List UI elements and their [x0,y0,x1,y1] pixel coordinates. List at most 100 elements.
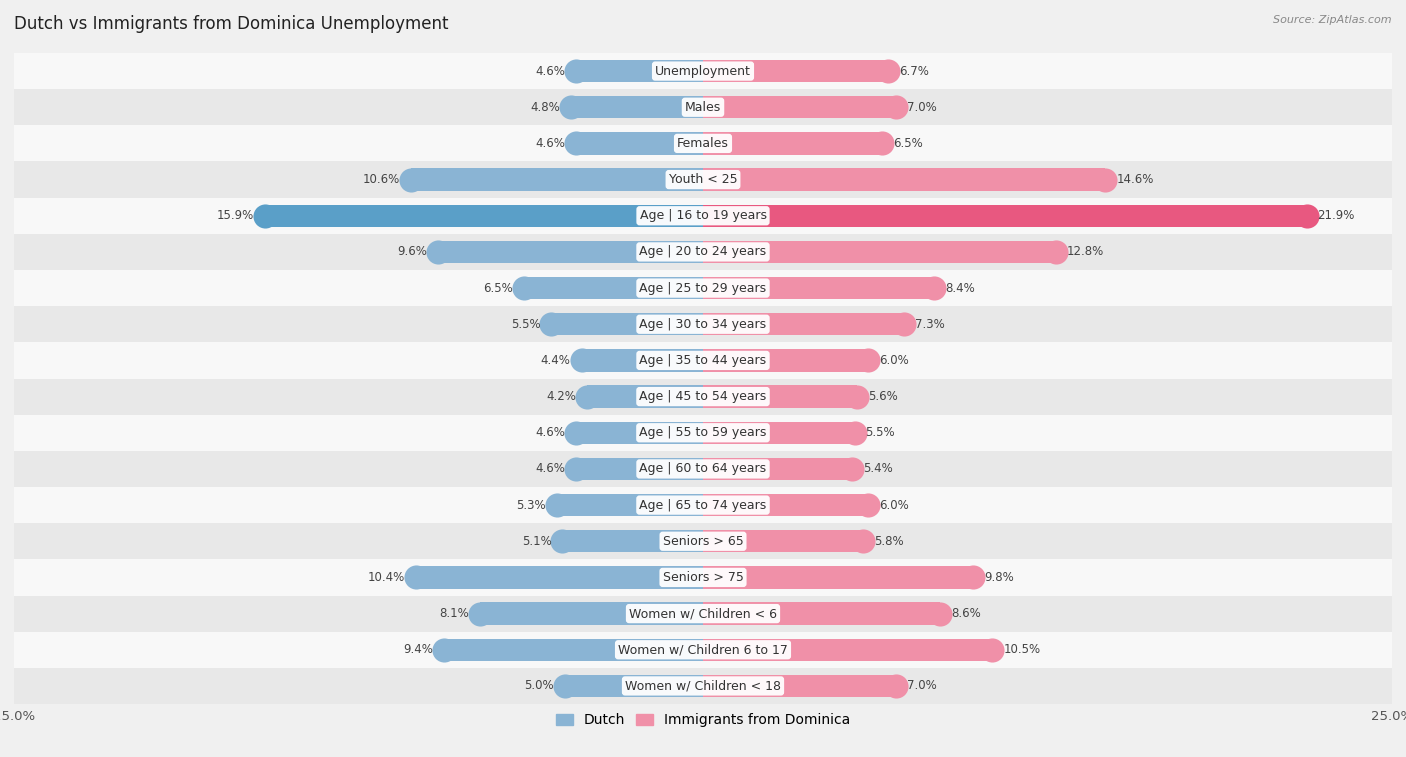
Text: 6.5%: 6.5% [484,282,513,294]
Text: Age | 35 to 44 years: Age | 35 to 44 years [640,354,766,367]
Bar [444,639,703,661]
Bar [703,566,973,589]
Bar [576,132,703,154]
Bar [14,596,1392,631]
Text: Women w/ Children 6 to 17: Women w/ Children 6 to 17 [619,643,787,656]
Text: Age | 30 to 34 years: Age | 30 to 34 years [640,318,766,331]
Bar [703,458,852,480]
Bar [416,566,703,589]
Text: Age | 16 to 19 years: Age | 16 to 19 years [640,209,766,223]
Text: 5.3%: 5.3% [516,499,546,512]
Text: 5.6%: 5.6% [869,390,898,403]
Bar [703,639,993,661]
Text: 6.5%: 6.5% [893,137,922,150]
Bar [14,451,1392,487]
Bar [264,204,703,227]
Text: 21.9%: 21.9% [1317,209,1355,223]
Text: Seniors > 75: Seniors > 75 [662,571,744,584]
Text: 9.8%: 9.8% [984,571,1014,584]
Text: Females: Females [678,137,728,150]
Text: 10.4%: 10.4% [368,571,405,584]
Bar [576,60,703,83]
Bar [703,96,896,118]
Text: 5.5%: 5.5% [866,426,896,439]
Bar [14,631,1392,668]
Text: 4.8%: 4.8% [530,101,560,114]
Text: 10.6%: 10.6% [363,173,399,186]
Text: Source: ZipAtlas.com: Source: ZipAtlas.com [1274,15,1392,25]
Text: Women w/ Children < 18: Women w/ Children < 18 [626,680,780,693]
Bar [14,378,1392,415]
Text: Dutch vs Immigrants from Dominica Unemployment: Dutch vs Immigrants from Dominica Unempl… [14,15,449,33]
Text: 5.4%: 5.4% [863,463,893,475]
Bar [576,458,703,480]
Bar [14,89,1392,126]
Bar [703,422,855,444]
Bar [703,60,887,83]
Text: 4.6%: 4.6% [536,426,565,439]
Bar [14,415,1392,451]
Bar [588,385,703,408]
Text: 7.3%: 7.3% [915,318,945,331]
Legend: Dutch, Immigrants from Dominica: Dutch, Immigrants from Dominica [550,708,856,733]
Bar [703,349,869,372]
Text: 9.4%: 9.4% [404,643,433,656]
Bar [703,241,1056,263]
Bar [703,674,896,697]
Text: 7.0%: 7.0% [907,101,936,114]
Bar [703,313,904,335]
Text: 8.1%: 8.1% [439,607,468,620]
Text: 6.7%: 6.7% [898,64,928,77]
Bar [14,523,1392,559]
Text: Unemployment: Unemployment [655,64,751,77]
Bar [703,277,935,299]
Text: 5.1%: 5.1% [522,534,551,548]
Bar [703,494,869,516]
Bar [14,306,1392,342]
Text: 5.0%: 5.0% [524,680,554,693]
Bar [14,270,1392,306]
Bar [14,126,1392,161]
Text: 7.0%: 7.0% [907,680,936,693]
Bar [524,277,703,299]
Bar [14,487,1392,523]
Bar [703,204,1306,227]
Bar [14,161,1392,198]
Bar [576,422,703,444]
Text: 5.5%: 5.5% [510,318,540,331]
Text: 9.6%: 9.6% [398,245,427,258]
Text: 10.5%: 10.5% [1004,643,1040,656]
Bar [14,53,1392,89]
Text: 6.0%: 6.0% [879,499,910,512]
Bar [14,234,1392,270]
Text: Age | 45 to 54 years: Age | 45 to 54 years [640,390,766,403]
Bar [14,342,1392,378]
Text: Age | 25 to 29 years: Age | 25 to 29 years [640,282,766,294]
Bar [14,668,1392,704]
Bar [703,132,882,154]
Bar [557,494,703,516]
Text: 15.9%: 15.9% [217,209,254,223]
Text: 8.6%: 8.6% [950,607,981,620]
Text: 4.6%: 4.6% [536,463,565,475]
Text: Age | 60 to 64 years: Age | 60 to 64 years [640,463,766,475]
Bar [14,559,1392,596]
Text: 4.6%: 4.6% [536,137,565,150]
Bar [582,349,703,372]
Text: Age | 65 to 74 years: Age | 65 to 74 years [640,499,766,512]
Text: 5.8%: 5.8% [875,534,904,548]
Text: Women w/ Children < 6: Women w/ Children < 6 [628,607,778,620]
Text: Youth < 25: Youth < 25 [669,173,737,186]
Text: Males: Males [685,101,721,114]
Text: 8.4%: 8.4% [945,282,976,294]
Bar [703,385,858,408]
Bar [565,674,703,697]
Bar [703,603,941,625]
Text: Seniors > 65: Seniors > 65 [662,534,744,548]
Bar [551,313,703,335]
Text: 4.2%: 4.2% [547,390,576,403]
Text: Age | 55 to 59 years: Age | 55 to 59 years [640,426,766,439]
Bar [571,96,703,118]
Bar [703,530,863,553]
Bar [562,530,703,553]
